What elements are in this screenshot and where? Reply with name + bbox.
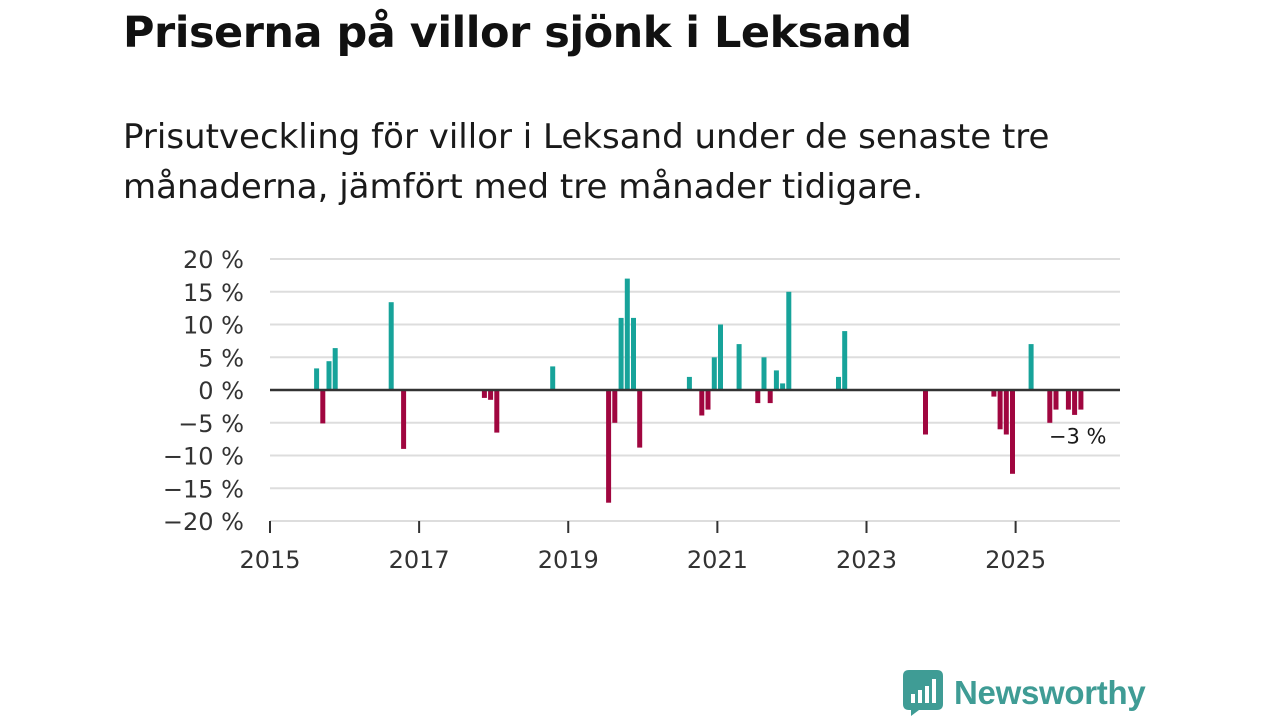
bars <box>270 278 1120 503</box>
bar <box>320 390 326 424</box>
bar-chart: 20 % 15 % 10 % 5 % 0 % −5 % −10 % −15 % −20 % 20… <box>163 246 1120 574</box>
y-tick-label: 15 % <box>183 279 244 307</box>
bar <box>1072 390 1078 415</box>
bar <box>631 317 636 390</box>
bar <box>488 390 494 400</box>
bar <box>1047 390 1053 423</box>
bar <box>624 278 630 390</box>
bar <box>481 390 487 398</box>
bar <box>1053 390 1059 410</box>
bar <box>606 390 612 503</box>
y-tick-label: 20 % <box>183 246 244 274</box>
y-tick-label: 10 % <box>183 312 244 340</box>
y-tick-label: 5 % <box>198 344 244 372</box>
y-tick-label: −20 % <box>163 508 244 536</box>
x-tick-label: 2025 <box>985 546 1046 574</box>
bar <box>997 390 1003 430</box>
bar <box>494 390 500 433</box>
bar <box>1010 390 1015 474</box>
newsworthy-logo-icon <box>903 670 943 716</box>
bar <box>736 344 742 390</box>
bar <box>767 390 773 404</box>
bar <box>773 370 779 390</box>
bar <box>755 390 761 404</box>
bar <box>637 390 643 448</box>
bar <box>326 361 332 390</box>
y-tick-label: 0 % <box>198 377 244 405</box>
bar <box>1028 344 1034 390</box>
x-tick-label: 2019 <box>538 546 599 574</box>
bar <box>401 390 407 449</box>
page-title: Priserna på villor sjönk i Leksand <box>123 8 912 58</box>
y-tick-label: −15 % <box>163 475 244 503</box>
bar <box>705 390 711 410</box>
bar <box>618 317 624 390</box>
bar <box>718 324 723 390</box>
grid-lines <box>270 258 1120 522</box>
bar <box>1065 390 1071 410</box>
x-axis: 2015 2017 2019 2021 2023 2025 <box>239 521 1046 574</box>
bar <box>332 348 338 390</box>
bar <box>991 390 997 397</box>
y-tick-label: −10 % <box>163 443 244 471</box>
y-axis: 20 % 15 % 10 % 5 % 0 % −5 % −10 % −15 % −20 % <box>163 246 244 536</box>
bar <box>711 357 717 391</box>
bar <box>761 357 767 391</box>
bar <box>686 376 692 390</box>
bar <box>836 376 841 390</box>
chart-subtitle: Prisutveckling för villor i Leksand unde… <box>123 117 1050 207</box>
bar <box>314 368 320 390</box>
bar <box>780 383 786 390</box>
x-tick-label: 2017 <box>389 546 450 574</box>
bar <box>550 366 556 390</box>
annotation-label: −3 % <box>1049 425 1107 449</box>
newsworthy-logo-text: Newsworthy <box>954 674 1146 711</box>
bar <box>612 390 618 423</box>
y-tick-label: −5 % <box>178 410 244 438</box>
bar <box>842 331 848 390</box>
bar <box>1078 390 1084 410</box>
bar <box>699 390 705 416</box>
x-tick-label: 2023 <box>836 546 897 574</box>
x-tick-label: 2021 <box>687 546 748 574</box>
bar <box>1003 390 1009 435</box>
newsworthy-logo: Newsworthy <box>903 670 1146 716</box>
bar <box>923 390 928 435</box>
bar <box>388 302 394 390</box>
x-tick-label: 2015 <box>239 546 300 574</box>
bar <box>786 291 792 391</box>
annotations: −3 % <box>1049 425 1107 449</box>
